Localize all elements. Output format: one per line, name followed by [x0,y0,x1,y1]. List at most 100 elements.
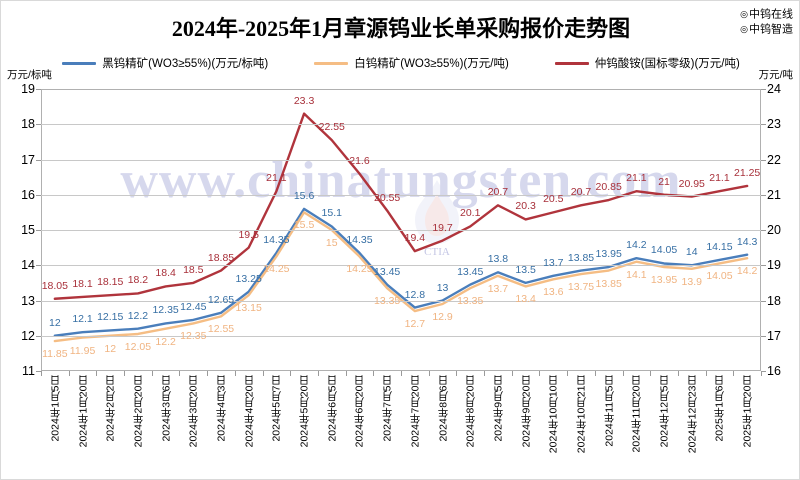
data-label: 14.3 [736,235,758,248]
y-axis-left-tick: 12 [21,328,35,343]
data-label: 13.45 [457,265,484,278]
data-label: 19.7 [432,221,453,234]
x-axis-tickmark [234,371,236,376]
brand-watermark: ◎中钨在线 ◎中钨智造 [740,7,793,38]
x-axis-label: 2024年12月23日 [686,375,699,454]
plot-area: 19 24 18 23 17 22 16 21 15 20 14 19 13 18 12 17 11 16 12 12… [21,82,781,378]
x-axis-label: 2024年2月2日 [104,375,117,442]
right-axis-unit: 万元/吨 [758,69,793,81]
y-axis-left-tick: 18 [21,117,35,132]
y-axis-right-tickmark [761,335,766,337]
data-label: 13.95 [650,274,678,286]
data-label: 14.35 [346,233,373,246]
data-label: 13 [436,281,449,294]
legend-label: 白钨精矿(WO3≥55%)(万元/吨) [354,58,509,70]
data-label: 13.8 [487,253,509,266]
x-axis-label: 2024年9月20日 [520,375,533,448]
data-label: 20.5 [543,193,564,206]
data-label: 18.2 [127,274,149,287]
y-axis-right-tick: 24 [767,82,781,96]
x-axis-label: 2024年7月5日 [381,375,394,442]
x-axis-label: 2024年8月6日 [437,375,450,442]
data-label: 11.95 [69,344,96,357]
data-label: 18.1 [72,277,93,290]
x-axis-label: 2024年9月5日 [492,375,505,442]
data-label: 12.2 [155,335,176,348]
data-label: 20.85 [595,181,622,194]
data-label: 23.3 [293,94,315,107]
data-label: 14.25 [263,263,290,276]
x-axis-tickmark [594,371,596,376]
legend-item-0[interactable]: 黑钨精矿(WO3≥55%)(万元/标吨) [62,55,268,71]
data-label: 21.1 [266,172,287,185]
gridline [41,124,761,126]
data-label: 13.9 [681,275,702,288]
data-label: 14.1 [626,268,647,281]
x-axis-label: 2025年1月6日 [713,375,726,442]
y-axis-right-tickmark [761,194,766,196]
x-axis-label: 2024年10月21日 [575,375,588,454]
y-axis-left-tickmark [36,230,41,231]
data-label: 14.35 [263,233,290,246]
data-label: 21 [658,175,670,188]
data-label: 13.7 [487,282,509,295]
data-label: 20.95 [678,177,705,190]
x-axis-label: 2024年11月20日 [630,375,643,453]
x-axis-label: 2024年11月5日 [603,375,616,447]
x-axis-label: 2024年3月6日 [160,375,173,442]
x-axis-label: 2024年1月20日 [77,375,90,448]
copyright-icon: ◎ [740,9,748,19]
y-axis-left-tickmark [36,335,41,337]
data-label: 18.4 [155,267,176,280]
data-label: 12.15 [97,311,124,324]
data-label: 12.7 [404,318,426,331]
series-line-1 [53,211,749,343]
data-label: 20.55 [374,191,401,204]
x-axis-tickmark [290,371,292,376]
series-line-0 [53,207,749,337]
y-axis-right-tick: 21 [767,187,781,202]
x-axis-label: 2024年7月20日 [409,375,422,448]
y-axis-right-tickmark [761,371,766,372]
data-label: 13.7 [543,256,564,269]
legend-label: 仲钨酸铵(国标零级)(万元/吨) [594,58,740,70]
y-axis-left-tickmark [36,265,41,267]
y-axis-left-tickmark [36,159,41,161]
page-title: 2024年-2025年1月章源钨业长单采购报价走势图 [171,16,631,41]
y-axis-right-tickmark [761,159,766,161]
x-axis-tickmark [677,371,679,376]
data-label: 19.4 [404,232,426,245]
x-axis-tickmark [456,371,458,376]
data-label: 14.25 [346,263,373,276]
data-label: 18.05 [41,279,68,292]
x-axis-tickmark [761,371,762,376]
y-axis-right-tick: 18 [767,293,781,308]
data-label: 15.6 [293,189,315,202]
data-label: 14.2 [736,265,758,278]
data-label: 13.15 [235,302,262,315]
data-label: 21.25 [734,166,761,179]
left-axis-unit: 万元/标吨 [7,69,52,81]
x-axis-tickmark [484,371,486,376]
x-axis-tickmark [124,371,126,376]
data-label: 13.85 [595,277,622,290]
x-axis-tickmark [373,371,375,376]
data-label: 12.65 [207,293,235,306]
x-axis-tickmark [511,371,513,376]
legend-label: 黑钨精矿(WO3≥55%)(万元/标吨) [102,58,269,70]
data-label: 14.05 [706,270,733,283]
data-label: 20.3 [515,200,536,213]
y-axis-right-tick: 17 [767,328,781,343]
x-axis-label: 2024年10月10日 [547,375,560,454]
data-label: 12.9 [432,311,453,324]
data-label: 21.6 [349,154,370,167]
y-axis-right-tick: 23 [767,117,781,132]
legend-item-2[interactable]: 仲钨酸铵(国标零级)(万元/吨) [554,55,740,71]
brand-line-1: ◎中钨在线 [740,8,793,21]
x-axis-tickmark [401,371,402,376]
y-axis-right-tick: 19 [767,258,781,273]
legend-item-1[interactable]: 白钨精矿(WO3≥55%)(万元/吨) [314,55,509,71]
data-label: 13.35 [457,295,484,308]
data-label: 13.45 [374,265,401,278]
